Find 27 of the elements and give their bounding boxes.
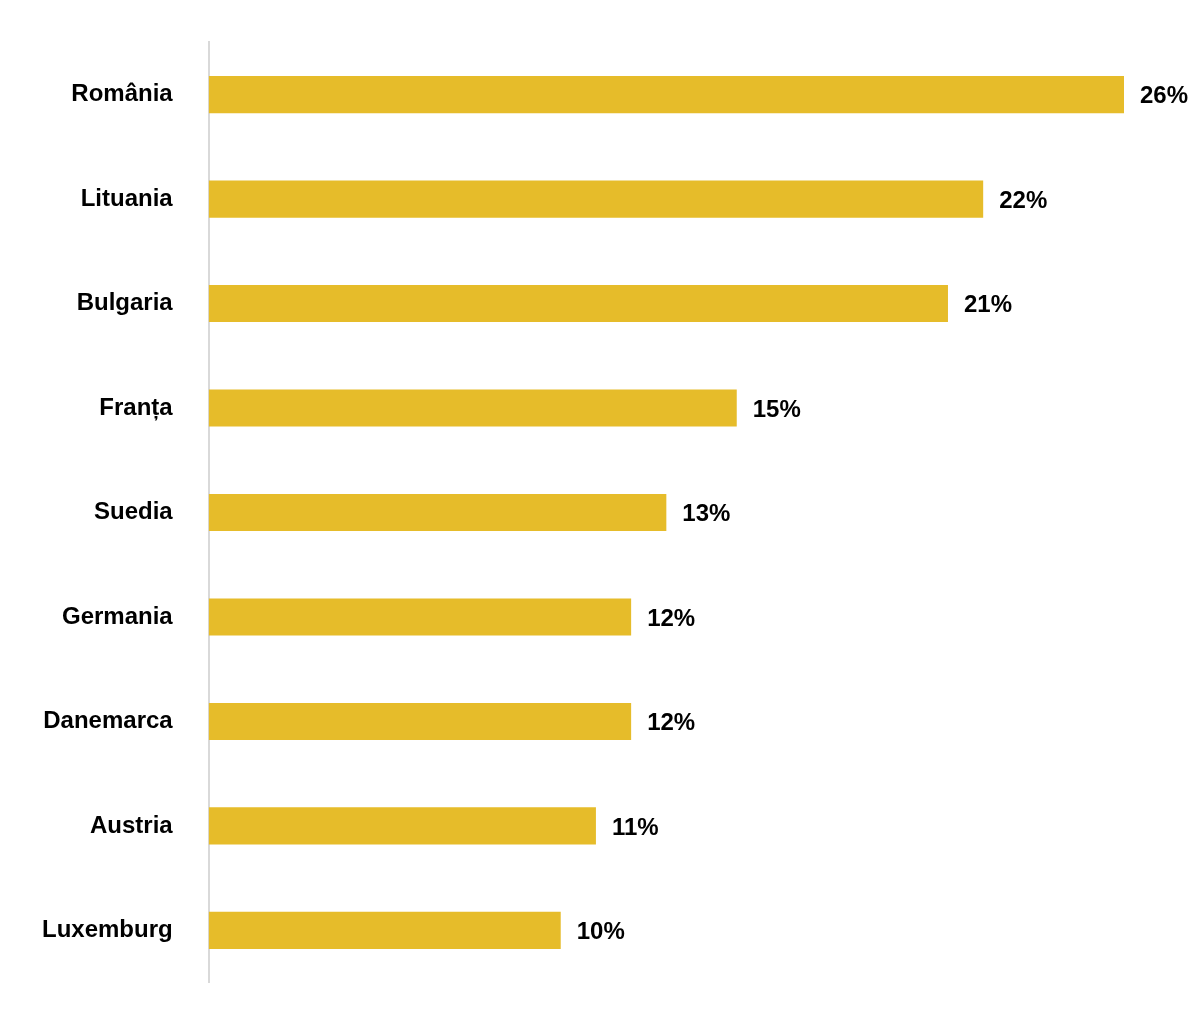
data-label: 13%	[682, 499, 731, 527]
y-tick-label: Lituania	[80, 183, 174, 211]
y-tick-label: România	[71, 79, 174, 107]
bar	[208, 180, 984, 218]
bar	[208, 285, 948, 323]
y-tick-label: Franța	[99, 392, 174, 421]
bar	[208, 702, 632, 740]
bar	[208, 389, 737, 427]
data-label: 12%	[647, 603, 696, 631]
data-label: 12%	[647, 708, 696, 736]
data-label: 21%	[963, 290, 1013, 318]
data-label: 11%	[611, 812, 659, 840]
bar	[208, 807, 596, 845]
y-tick-label: Luxemburg	[41, 914, 173, 942]
bar	[208, 911, 561, 949]
data-label: 26%	[1140, 81, 1189, 109]
bar	[208, 76, 1124, 114]
y-tick-label: Danemarca	[43, 706, 174, 734]
y-tick-label: Austria	[89, 810, 174, 838]
y-tick-label: Bulgaria	[76, 288, 174, 316]
y-tick-label: Germania	[61, 601, 174, 629]
bar	[208, 493, 667, 532]
data-label: 22%	[999, 185, 1048, 213]
data-label: 15%	[752, 394, 801, 422]
bar	[208, 598, 632, 636]
data-label: 10%	[576, 916, 625, 944]
y-tick-label: Suedia	[93, 497, 174, 525]
